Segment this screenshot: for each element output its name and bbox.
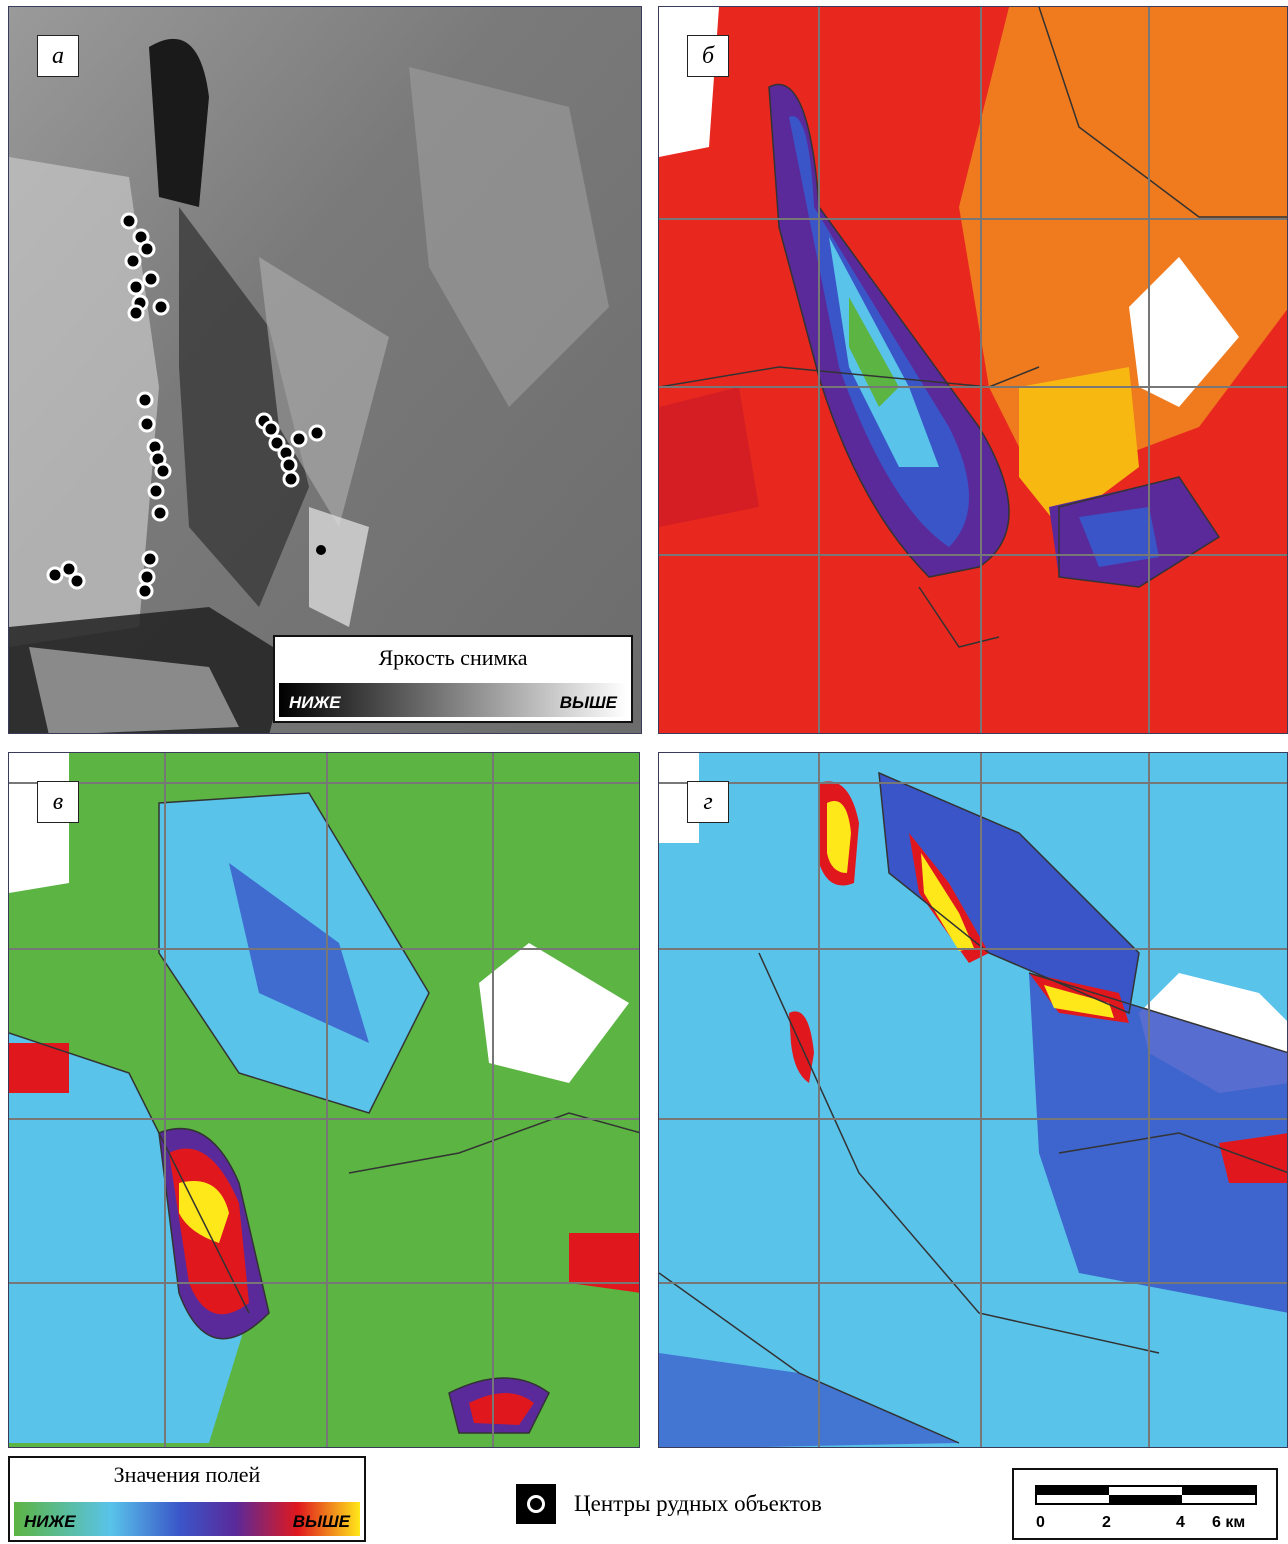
panel-g-field-map: г xyxy=(658,752,1288,1448)
field-values-legend: Значения полей НИЖЕ ВЫШЕ xyxy=(8,1456,366,1542)
ore-center-icon xyxy=(516,1484,556,1524)
panel-v-field-map: в xyxy=(8,752,640,1448)
field-legend-title: Значения полей xyxy=(113,1462,261,1487)
brightness-legend: Яркость снимка НИЖЕ ВЫШЕ xyxy=(273,635,633,723)
grid-lines-v xyxy=(9,753,639,1447)
panel-b-label: б xyxy=(687,35,729,77)
field-map-v xyxy=(9,753,639,1447)
brightness-gradient xyxy=(279,683,627,717)
brightness-high-label: ВЫШЕ xyxy=(559,693,617,712)
contour-lines-g xyxy=(659,771,1287,1444)
brightness-legend-title: Яркость снимка xyxy=(378,645,528,670)
field-gradient xyxy=(14,1502,360,1536)
contour-lines-v xyxy=(9,792,639,1434)
field-low-label: НИЖЕ xyxy=(24,1512,76,1531)
scale-tick-4: 4 xyxy=(1176,1514,1185,1531)
scale-tick-6km: 6 км xyxy=(1212,1514,1246,1531)
panel-b-field-map: б xyxy=(658,6,1288,734)
panel-a-satellite-image: а Яркость снимка НИЖЕ ВЫШЕ xyxy=(8,6,642,734)
brightness-low-label: НИЖЕ xyxy=(289,693,341,712)
panel-a-label: а xyxy=(37,35,79,77)
ore-centers-legend: Центры рудных объектов xyxy=(516,1484,822,1524)
scale-tick-2: 2 xyxy=(1102,1514,1111,1531)
field-map-b xyxy=(659,7,1287,733)
ore-center-markers xyxy=(46,212,326,600)
field-high-label: ВЫШЕ xyxy=(292,1512,350,1531)
ore-centers-label: Центры рудных объектов xyxy=(574,1491,822,1516)
scale-bar: 0 2 4 6 км xyxy=(1012,1468,1278,1540)
contour-lines-b xyxy=(659,7,1287,648)
grid-lines-g xyxy=(659,753,1287,1447)
field-map-g xyxy=(659,753,1287,1447)
satellite-image xyxy=(9,7,641,733)
scale-tick-0: 0 xyxy=(1036,1514,1045,1531)
panel-g-label: г xyxy=(687,781,729,823)
grid-lines-b xyxy=(659,7,1287,733)
panel-v-label: в xyxy=(37,781,79,823)
scale-bar-graphic xyxy=(1035,1485,1257,1505)
